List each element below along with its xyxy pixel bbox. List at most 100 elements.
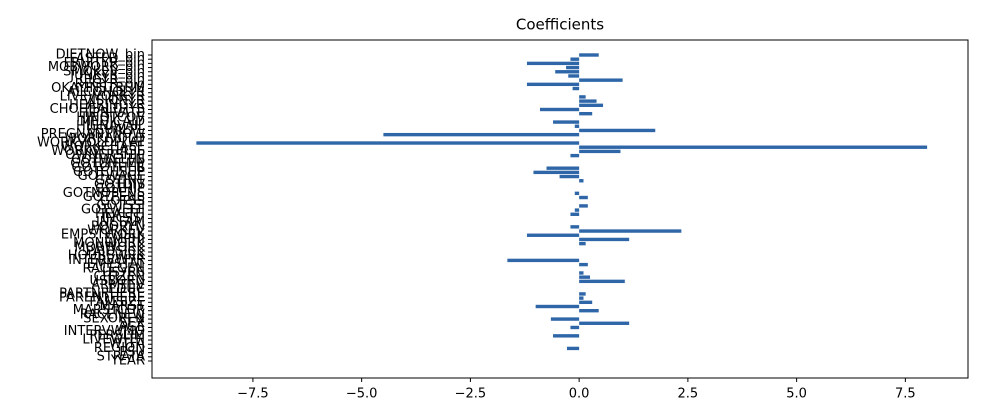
y-tick-label: SMOKEV_bin (63, 64, 145, 79)
bar (579, 296, 584, 300)
y-tick-label: PERSLIM (89, 328, 145, 343)
y-tick-label: MOBWORK_bin (48, 60, 145, 75)
y-tick-label: OWNERSHIP (65, 148, 145, 163)
bar (579, 53, 599, 57)
bar (579, 229, 682, 233)
y-tick-label: WORKVCHASE (51, 144, 145, 159)
y-tick-label: WORKIVOLD (64, 131, 145, 146)
y-tick-label: SEX (120, 316, 145, 331)
y-tick-label: HIPRIVATE (79, 106, 145, 121)
y-tick-label: OKAYINSTRUM (51, 81, 145, 96)
y-tick-label: SEXOREN (83, 312, 145, 327)
y-tick-label: MEDICAID (80, 115, 145, 130)
y-tick-label: HEARINGYR (69, 98, 145, 113)
bar (579, 241, 586, 246)
y-tick-label: JUNKYR_bin (69, 68, 145, 83)
bar (570, 57, 580, 61)
y-tick-label: USYRS (102, 265, 145, 280)
bar (566, 65, 580, 70)
bar (579, 204, 588, 208)
bar (568, 74, 580, 78)
bar (579, 292, 586, 296)
bar (570, 225, 580, 229)
y-tick-label: PREGNANTNOW (41, 127, 145, 142)
y-tick-label: RACENEW (80, 307, 145, 322)
bar (579, 308, 599, 313)
bar (196, 141, 580, 145)
bar (579, 321, 630, 325)
y-tick-label: FRUITYR_bin (64, 56, 145, 71)
bar (572, 86, 580, 91)
bar (566, 346, 580, 351)
y-tick-label: PSU (119, 345, 145, 360)
x-tick-label: −7.5 (237, 387, 269, 402)
y-tick-label: WTFA (109, 337, 145, 352)
y-tick-label: HEALTH (95, 207, 145, 222)
bar (383, 132, 580, 137)
y-tick-label: MONWORK (73, 236, 145, 251)
bar (574, 124, 580, 128)
y-tick-label: GOTHIP (95, 182, 145, 197)
y-tick-label: USUALPL (87, 123, 146, 138)
y-tick-label: INCFAM (96, 215, 145, 230)
y-tick-label: GOTUNEMP (70, 156, 145, 171)
bar (553, 334, 580, 338)
y-tick-label: WORKCHASE (61, 140, 145, 155)
bar (539, 107, 580, 112)
y-tick-label: PARTNRHERE (59, 286, 145, 301)
y-tick-label: CHOHEALTHYS (50, 102, 145, 117)
y-tick-label: EMPSTWORK (61, 228, 146, 243)
bar (570, 153, 580, 158)
bar (579, 262, 588, 267)
y-tick-label: MORWORK (74, 240, 145, 255)
chart-title: Coefficients (516, 16, 604, 34)
y-tick-label: REGION (94, 341, 145, 356)
bar (526, 233, 580, 237)
y-tick-label: ALCOHOLYR (67, 85, 145, 100)
bar (526, 82, 580, 87)
y-tick-label: REGYR_bin (75, 77, 145, 92)
bar (533, 170, 580, 175)
x-tick-label: 5.0 (786, 387, 807, 402)
y-tick-label: LIVEWORKYR (60, 89, 145, 104)
y-tick-label: HINOTCOV (76, 110, 145, 125)
bar (579, 99, 597, 103)
y-tick-label: YEAR (110, 354, 145, 369)
y-tick-label: ARMFEV (91, 278, 145, 293)
bar (574, 191, 580, 196)
bar (579, 145, 928, 149)
y-tick-label: GOTSSI (96, 198, 145, 213)
bar (579, 149, 621, 154)
y-tick-label: EMPHI (104, 232, 145, 247)
y-tick-label: GOTWELF (81, 203, 145, 218)
y-tick-label: GOTDIV (94, 177, 145, 192)
bar (550, 317, 580, 321)
bar (579, 279, 625, 284)
y-tick-label: PARENTHERE (59, 291, 145, 306)
bar (570, 212, 580, 216)
x-tick-label: 2.5 (678, 387, 699, 402)
y-tick-label: CITIZEN (93, 270, 145, 285)
bar (579, 300, 593, 305)
bar (579, 111, 593, 116)
bar (579, 271, 584, 275)
y-tick-label: WORKVOLDPLAT (37, 136, 145, 151)
x-tick-label: −2.5 (455, 387, 487, 402)
y-tick-label: GOTWAGE (78, 169, 145, 184)
y-tick-label: RACEGEN (83, 261, 145, 276)
x-tick-label: 7.5 (895, 387, 916, 402)
x-tick-label: −5.0 (346, 387, 378, 402)
bar (579, 95, 586, 99)
y-tick-label: STRATA (97, 349, 146, 364)
y-tick-label: EDUC (108, 282, 145, 297)
bar (579, 195, 588, 200)
y-tick-label: AGE (118, 320, 145, 335)
bar (526, 61, 580, 66)
y-tick-label: FASTFD_bin (70, 52, 145, 67)
y-tick-label: GOTSS (100, 194, 145, 209)
bar (579, 103, 604, 108)
y-tick-label: HOURSWRK (68, 249, 146, 264)
x-tick-label: 0.0 (569, 387, 590, 402)
y-tick-label: GOTPENS (83, 190, 145, 205)
